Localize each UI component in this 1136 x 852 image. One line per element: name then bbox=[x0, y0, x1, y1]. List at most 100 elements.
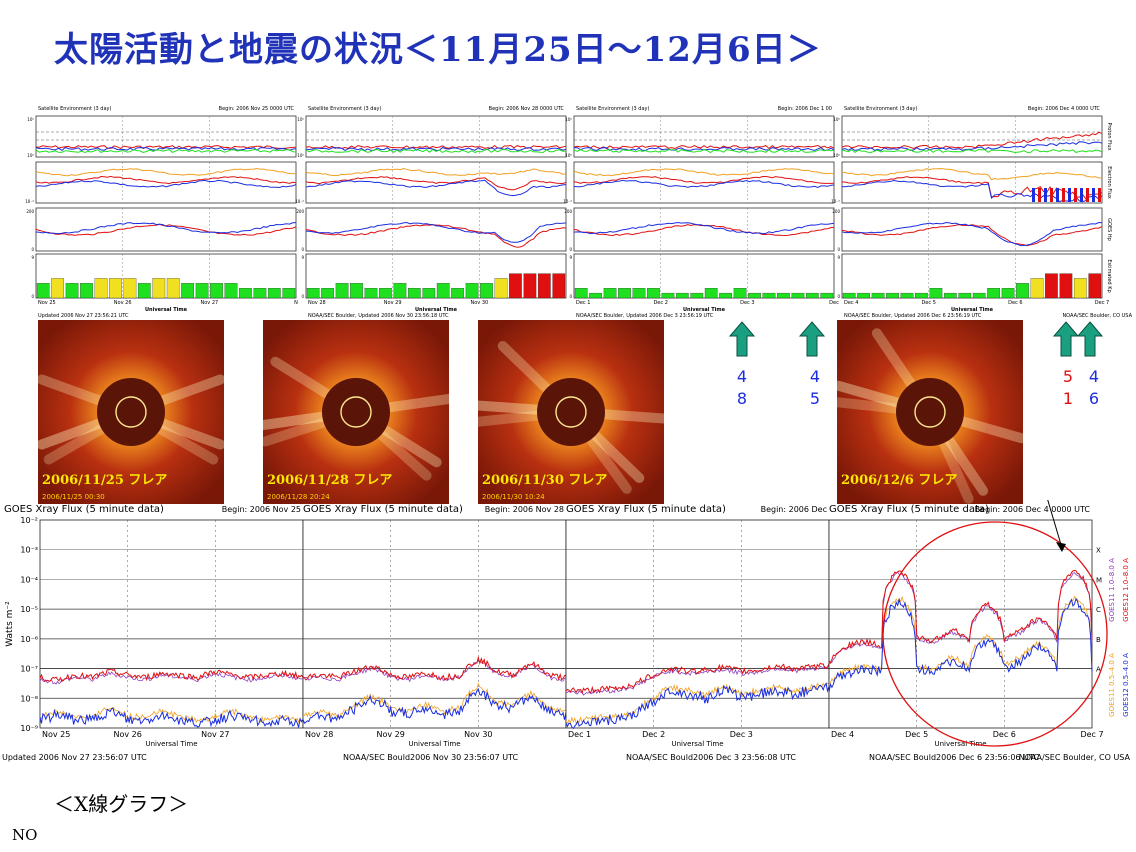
up-arrow-icon bbox=[798, 321, 826, 357]
goes11-short-series bbox=[39, 706, 304, 724]
electron-spike bbox=[1080, 188, 1083, 202]
xray-panel-frame bbox=[828, 519, 1093, 729]
kp-tick: 9 bbox=[837, 255, 840, 260]
xray-y-tick: 10⁻⁸ bbox=[20, 694, 38, 703]
electron-tick: 10⁻² bbox=[563, 199, 572, 204]
kp-bar bbox=[109, 278, 122, 299]
kp-bar bbox=[494, 278, 508, 299]
legend-entry: GOES12 0.5–4.0 A bbox=[1122, 653, 1130, 717]
kp-bar bbox=[422, 288, 436, 299]
kp-bar bbox=[306, 288, 320, 299]
xray-y-tick: 10⁻³ bbox=[20, 546, 38, 555]
xray-x-title: Universal Time bbox=[934, 740, 986, 748]
coronagraph-icon bbox=[478, 320, 664, 504]
xray-panel-frame bbox=[39, 519, 304, 729]
electron-spike bbox=[1032, 188, 1035, 202]
electron-series bbox=[305, 167, 567, 177]
kp-bar bbox=[523, 273, 537, 299]
occulter-disk bbox=[97, 378, 165, 446]
xray-x-tick: Nov 30 bbox=[464, 730, 492, 739]
kp-bar bbox=[1001, 288, 1015, 299]
day-tick-label: N bbox=[294, 300, 298, 306]
no-label: NO bbox=[12, 826, 38, 844]
flare-class-letter: M bbox=[1096, 576, 1102, 584]
xray-x-tick: Nov 28 bbox=[305, 730, 333, 739]
panel-begin: Begin: 2006 Dec 4 0000 UTC bbox=[975, 505, 1091, 514]
kp-bar bbox=[137, 283, 151, 299]
kp-bar bbox=[480, 283, 493, 299]
goes12-long-series bbox=[302, 655, 567, 681]
day-tick-label: Dec 3 bbox=[740, 300, 754, 306]
kp-bar bbox=[451, 288, 464, 299]
panel-header-right: Begin: 2006 Dec 1 00 bbox=[778, 106, 832, 112]
quake-magnitude-1: 4 8 bbox=[730, 366, 754, 410]
panel-begin: Begin: 2006 Dec bbox=[761, 505, 827, 514]
proton-series bbox=[35, 145, 297, 150]
kp-bar bbox=[1030, 278, 1044, 299]
xray-panel-frame bbox=[565, 519, 830, 729]
kp-bar bbox=[1073, 278, 1087, 299]
hp-series bbox=[306, 221, 567, 243]
electron-spike bbox=[1098, 188, 1101, 202]
chart-title-repeat: GOES Xray Flux (5 minute data) bbox=[566, 504, 726, 515]
panel-footer-left: NOAA/SEC Boulder, Updated 2006 Nov 30 23… bbox=[308, 313, 449, 319]
occulter-disk bbox=[537, 378, 605, 446]
panel-frame bbox=[35, 207, 297, 252]
electron-series bbox=[35, 179, 297, 189]
quake-arrows bbox=[728, 321, 1104, 357]
up-arrow-icon bbox=[1076, 321, 1104, 357]
kp-bar bbox=[123, 278, 137, 299]
flare-class-letter: B bbox=[1096, 636, 1101, 644]
kp-bar bbox=[552, 273, 566, 299]
panel-header-left: Satellite Environment (3 day) bbox=[308, 106, 382, 112]
kp-bar bbox=[777, 292, 790, 299]
satellite-environment-chart: Satellite Environment (3 day) Begin: 2006… bbox=[25, 106, 1132, 319]
day-tick-label: Dec 1 bbox=[576, 300, 590, 306]
cme-label: 2006/11/25 フレア bbox=[42, 473, 168, 488]
electron-spike bbox=[1062, 188, 1065, 202]
goes12-short-series bbox=[39, 707, 304, 728]
kp-bar bbox=[407, 288, 421, 299]
kp-bar bbox=[195, 283, 209, 299]
up-arrow-icon bbox=[1052, 321, 1080, 357]
xray-x-tick: Dec 5 bbox=[905, 730, 928, 739]
cme-image-3: 2006/11/30 フレア 2006/11/30 10:24 bbox=[478, 320, 664, 504]
kp-bar bbox=[900, 292, 914, 299]
day-tick-label: Nov 28 bbox=[308, 300, 326, 306]
kp-bar bbox=[350, 283, 363, 299]
legend-entry: GOES11 0.5–4.0 A bbox=[1108, 653, 1116, 717]
proton-tick: 10⁰ bbox=[833, 153, 840, 158]
xray-x-tick: Dec 4 bbox=[831, 730, 854, 739]
xray-x-tick: Dec 6 bbox=[993, 730, 1016, 739]
day-tick-label: Dec 2 bbox=[653, 300, 667, 306]
goes12-short-series bbox=[302, 687, 567, 725]
kp-bar bbox=[94, 278, 108, 299]
sun-outline bbox=[340, 396, 372, 428]
kp-bar bbox=[1016, 283, 1029, 299]
flare-class-letter: X bbox=[1096, 547, 1101, 555]
kp-bar bbox=[436, 283, 450, 299]
hp-series bbox=[573, 221, 835, 235]
electron-spike bbox=[1044, 188, 1047, 202]
sun-outline bbox=[555, 396, 587, 428]
electron-tick: 10⁻² bbox=[25, 199, 34, 204]
kp-bar bbox=[871, 292, 885, 299]
panel-header-left: Satellite Environment (3 day) bbox=[576, 106, 650, 112]
sun-outline bbox=[115, 396, 147, 428]
kp-bar bbox=[1088, 273, 1102, 299]
proton-series bbox=[305, 146, 567, 152]
xray-x-tick: Nov 26 bbox=[113, 730, 141, 739]
kp-tick: 0 bbox=[31, 294, 34, 299]
kp-tick: 9 bbox=[301, 255, 304, 260]
electron-spike bbox=[1038, 188, 1041, 202]
hp-series bbox=[35, 222, 297, 235]
kp-bar bbox=[929, 288, 943, 299]
goes12-short-series bbox=[565, 682, 830, 730]
kp-bar bbox=[379, 288, 392, 299]
proton-series bbox=[573, 144, 835, 150]
panel-header-right: Begin: 2006 Nov 28 0000 UTC bbox=[489, 106, 565, 112]
cme-stamp: 2006/11/28 20:24 bbox=[267, 493, 330, 501]
right-axis-label: Electron Flux bbox=[1106, 166, 1112, 199]
right-axis-label: GOES Hp bbox=[1106, 218, 1112, 241]
panel-frame bbox=[305, 207, 567, 252]
